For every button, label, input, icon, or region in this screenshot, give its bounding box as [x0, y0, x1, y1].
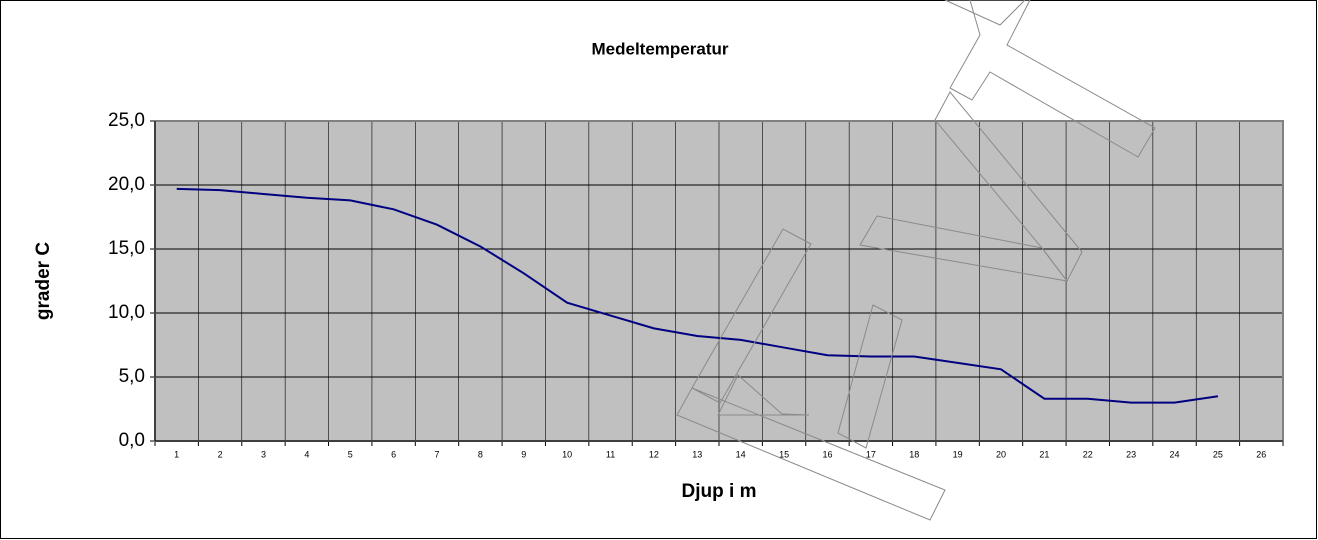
x-tick-label: 3: [261, 449, 266, 459]
x-tick-label: 7: [434, 449, 439, 459]
x-tick-label: 17: [866, 449, 876, 459]
x-tick-label: 18: [909, 449, 919, 459]
x-tick-label: 21: [1039, 449, 1049, 459]
x-tick-label: 26: [1256, 449, 1266, 459]
x-tick-label: 12: [649, 449, 659, 459]
x-tick-label: 5: [348, 449, 353, 459]
x-tick-label: 13: [692, 449, 702, 459]
x-tick-label: 11: [606, 449, 615, 459]
decor-shape: [934, 91, 1083, 282]
x-tick-label: 19: [953, 449, 963, 459]
x-tick-label: 15: [779, 449, 789, 459]
y-tick-label: 0,0: [119, 430, 145, 451]
x-tick-label: 23: [1126, 449, 1136, 459]
y-tick-label: 5,0: [119, 366, 145, 387]
plot-area: 0,05,010,015,020,025,01 2 3 4 5 6 7 8 9 10 11 12 13 1…: [108, 110, 1284, 459]
decor-shape: [944, 0, 1026, 26]
data-line: [176, 187, 1219, 404]
y-tick-label: 20,0: [108, 174, 145, 195]
x-tick-label: 8: [478, 449, 483, 459]
x-tick-label: 4: [304, 449, 309, 459]
decor-shape: [949, 0, 1156, 158]
decor-shape: [676, 387, 946, 521]
x-axis-label: Djup i m: [682, 481, 757, 502]
x-tick-label: 20: [996, 449, 1006, 459]
y-axis-label: grader C: [33, 242, 54, 320]
x-tick-label: 10: [562, 449, 572, 459]
y-tick-label: 25,0: [108, 110, 145, 131]
decor-shape: [859, 215, 1069, 282]
x-tick-label: 22: [1083, 449, 1093, 459]
decorations: [676, 0, 1156, 521]
x-tick-label: 14: [736, 449, 746, 459]
x-tick-label: 9: [521, 449, 526, 459]
x-tick-label: 1: [174, 449, 179, 459]
chart-title: Medeltemperatur: [592, 39, 729, 58]
decor-shape: [837, 304, 903, 449]
x-tick-label: 6: [391, 449, 396, 459]
decor-shape: [691, 228, 812, 404]
y-tick-label: 10,0: [108, 302, 145, 323]
y-tick-label: 15,0: [108, 238, 145, 259]
x-tick-label: 16: [822, 449, 832, 459]
x-tick-label: 25: [1213, 449, 1223, 459]
x-tick-label: 2: [218, 449, 223, 459]
x-tick-label: 24: [1170, 449, 1180, 459]
